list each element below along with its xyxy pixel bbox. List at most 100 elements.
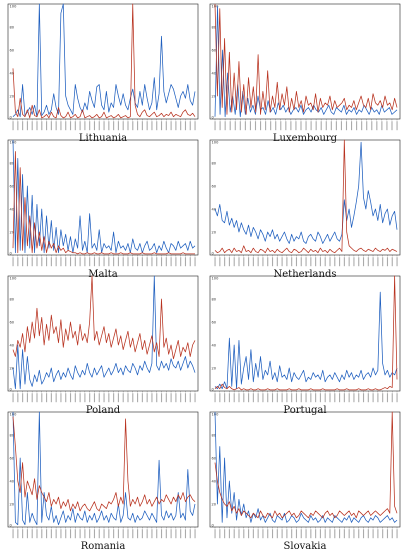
x-tick-label [260,121,262,131]
panel-title: Luxembourg [272,133,338,144]
plot-frame [7,411,199,528]
x-tick-label [300,529,302,539]
x-tick-label [113,529,115,539]
x-tick-label [46,393,48,403]
x-tick-label [396,121,398,131]
x-tick-label [367,257,369,267]
x-tick-label [103,529,105,539]
x-tick-label [84,529,86,539]
panel-title: Netherlands [273,269,337,280]
chart-panel-6: 0 20 40 60 80 100 Romania [7,411,199,555]
y-tick-label: 80 [10,434,15,438]
x-tick-label [371,121,373,131]
x-tick-label [22,257,24,267]
x-tick-label [238,393,240,403]
x-tick-label [165,121,167,131]
x-tick-label [391,529,393,539]
y-tick-label: 20 [10,367,15,371]
x-tick-label [98,257,100,267]
x-tick-label [151,393,153,403]
x-tick-label [141,121,143,131]
x-tick-label [276,529,278,539]
x-tick-label [84,393,86,403]
x-tick-label [254,121,257,131]
x-tick-label [286,257,288,267]
x-tick-label [219,257,221,267]
x-tick-label [334,529,336,539]
x-tick-label [170,529,172,539]
x-tick-label [122,121,124,131]
panel-title: Malta [88,269,118,280]
x-tick-label [194,257,196,267]
x-tick-label [234,121,236,131]
x-tick-label [305,393,307,403]
x-tick-label [146,257,148,267]
series-line-0 [214,411,398,523]
x-tick-label [295,257,298,267]
x-tick-label [233,257,235,267]
x-tick-label [238,529,240,539]
x-tick-label [295,529,298,539]
x-tick-label [84,257,86,267]
x-tick-label [219,529,221,539]
x-tick-label [41,529,43,539]
x-tick-label [324,393,326,403]
x-tick-label [194,121,196,131]
x-tick-label [60,257,62,267]
y-tick-label: 80 [10,162,15,166]
x-tick-label [281,257,283,267]
x-tick-label [60,393,62,403]
x-tick-label [60,121,62,131]
x-tick-label [300,121,302,131]
x-tick-label [396,529,398,539]
x-tick-label [189,121,191,131]
chart-panel-4: 0 20 40 60 80 100 Poland [7,275,199,419]
x-tick-label [79,121,81,131]
x-tick-label [36,393,38,403]
x-tick-label [141,257,143,267]
y-tick-label: 40 [212,208,217,212]
x-tick-label [267,393,269,403]
x-tick-label [248,529,250,539]
x-tick-label [151,257,153,267]
plot-frame [7,139,199,256]
series-line-1 [214,275,398,391]
x-tick-label [351,121,353,131]
x-tick-label [343,393,345,403]
x-tick-label [249,121,251,131]
x-tick-label [386,393,389,403]
x-tick-label [60,529,62,539]
x-tick-label [329,529,331,539]
x-tick-label [252,257,254,267]
x-tick-label [315,393,317,403]
y-tick-label: 40 [10,344,15,348]
chart-panel-5: 0 20 40 60 80 100 Portugal [209,275,401,419]
x-tick-label [348,257,350,267]
x-tick-label [300,257,302,267]
x-tick-label [271,257,274,267]
x-tick-label [281,529,283,539]
x-tick-label [127,257,129,267]
chart-panel-7: 0 20 40 60 80 100 Slovakia [209,411,401,555]
x-tick-label [103,121,105,131]
series-line-0 [214,291,398,390]
x-tick-label [137,121,139,131]
x-tick-label [132,529,134,539]
x-tick-label [295,121,297,131]
x-tick-label [12,393,14,403]
series-line-0 [12,3,196,118]
x-tick-label [319,529,321,539]
series-line-1 [12,3,196,119]
x-tick-label [108,529,110,539]
x-tick-label [55,257,57,267]
x-tick-label [257,529,259,539]
series-line-1 [214,411,398,519]
x-tick-label [325,121,327,131]
x-tick-label [252,393,254,403]
x-tick-label [160,121,163,131]
x-tick-label [98,529,100,539]
x-tick-label [89,529,91,539]
